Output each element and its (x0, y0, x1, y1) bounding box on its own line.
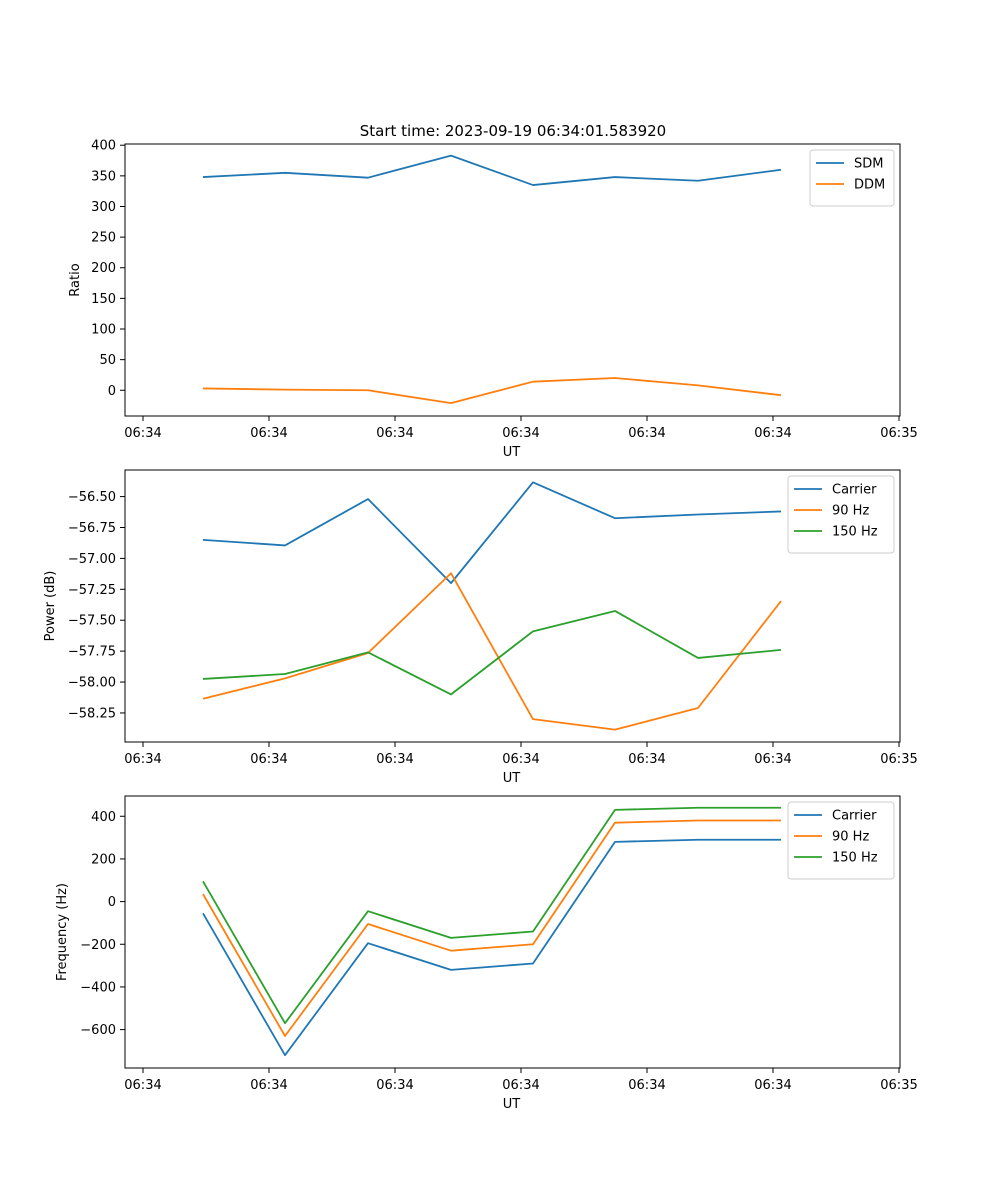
series-line-150-hz (202, 610, 782, 696)
legend-label: 150 Hz (832, 851, 878, 866)
series-line-carrier (202, 838, 781, 1057)
x-tick-label: 06:34 (376, 752, 413, 767)
plot-area (124, 469, 901, 743)
y-tick-label: −57.25 (68, 583, 116, 598)
x-tick-label: 06:34 (628, 752, 665, 767)
x-tick-label: 06:34 (628, 426, 665, 441)
legend-label: Carrier (832, 809, 877, 824)
x-tick-label: 06:34 (124, 426, 161, 441)
legend-label: 90 Hz (832, 830, 869, 845)
y-tick-label: 400 (91, 139, 116, 154)
series-line-ddm (202, 377, 782, 405)
x-tick-label: 06:35 (880, 1078, 917, 1093)
y-axis-label: Ratio (68, 263, 83, 296)
chart-2: 06:34 06:34 06:34 06:34 06:34 06:34 06:35 −58.2… (43, 469, 918, 786)
series-line-150-hz (202, 806, 781, 1025)
x-axis-label: UT (503, 1097, 521, 1112)
y-tick-label: −57.00 (68, 552, 116, 567)
legend-box (787, 475, 895, 554)
y-tick-label: 200 (91, 852, 116, 867)
y-tick-label: 0 (108, 384, 116, 399)
x-tick-label: 06:34 (628, 1078, 665, 1093)
series-line-carrier (202, 481, 782, 585)
legend-label: 90 Hz (832, 504, 869, 519)
x-tick-label: 06:34 (376, 426, 413, 441)
x-tick-label: 06:34 (754, 752, 791, 767)
y-tick-label: 150 (91, 292, 116, 307)
plot-area (124, 143, 901, 417)
x-tick-label: 06:34 (754, 1078, 791, 1093)
charts-container: 06:34 06:34 06:34 06:34 06:34 06:34 06:35 0 50 10… (43, 139, 918, 1112)
y-tick-label: 400 (91, 810, 116, 825)
legend-label: 150 Hz (832, 525, 878, 540)
y-tick-label: −58.25 (68, 706, 116, 721)
x-tick-label: 06:34 (250, 1078, 287, 1093)
y-tick-label: 100 (91, 323, 116, 338)
y-tick-label: −56.75 (68, 521, 116, 536)
x-tick-label: 06:34 (250, 752, 287, 767)
x-tick-label: 06:35 (880, 752, 917, 767)
x-tick-label: 06:35 (880, 426, 917, 441)
x-tick-label: 06:34 (376, 1078, 413, 1093)
legend: Carrier 90 Hz 150 Hz (787, 475, 895, 554)
y-tick-label: 200 (91, 261, 116, 276)
x-tick-label: 06:34 (250, 426, 287, 441)
x-axis-label: UT (503, 445, 521, 460)
x-tick-label: 06:34 (502, 426, 539, 441)
y-axis-label: Frequency (Hz) (55, 883, 70, 981)
y-tick-label: −56.50 (68, 490, 116, 505)
legend-box (809, 149, 895, 207)
series-line-90-hz (202, 572, 782, 731)
legend: Carrier 90 Hz 150 Hz (787, 801, 895, 880)
x-tick-label: 06:34 (502, 752, 539, 767)
y-tick-label: 50 (99, 353, 116, 368)
y-axis-label: Power (dB) (43, 571, 58, 642)
series-line-sdm (202, 154, 782, 186)
y-tick-label: −400 (80, 980, 116, 995)
chart-1: 06:34 06:34 06:34 06:34 06:34 06:34 06:35 0 50 10… (68, 139, 918, 460)
plot-area (124, 795, 901, 1069)
legend: SDM DDM (809, 149, 895, 207)
y-tick-label: 300 (91, 200, 116, 215)
y-tick-label: −600 (80, 1023, 116, 1038)
legend-label: SDM (854, 157, 883, 172)
figure-title: Start time: 2023-09-19 06:34:01.583920 (360, 122, 666, 140)
y-tick-label: −58.00 (68, 676, 116, 691)
x-tick-label: 06:34 (754, 426, 791, 441)
y-tick-label: −200 (80, 938, 116, 953)
y-tick-label: −57.75 (68, 645, 116, 660)
y-tick-label: 0 (108, 895, 116, 910)
series-line-90-hz (202, 819, 781, 1037)
x-axis-label: UT (503, 771, 521, 786)
y-tick-label: −57.50 (68, 614, 116, 629)
x-tick-label: 06:34 (124, 1078, 161, 1093)
x-tick-label: 06:34 (502, 1078, 539, 1093)
legend-label: DDM (854, 178, 885, 193)
x-tick-label: 06:34 (124, 752, 161, 767)
legend-box (787, 801, 895, 880)
legend-label: Carrier (832, 483, 877, 498)
chart-3: 06:34 06:34 06:34 06:34 06:34 06:34 06:35 −600 −… (55, 795, 918, 1112)
y-tick-label: 250 (91, 231, 116, 246)
y-tick-label: 350 (91, 169, 116, 184)
